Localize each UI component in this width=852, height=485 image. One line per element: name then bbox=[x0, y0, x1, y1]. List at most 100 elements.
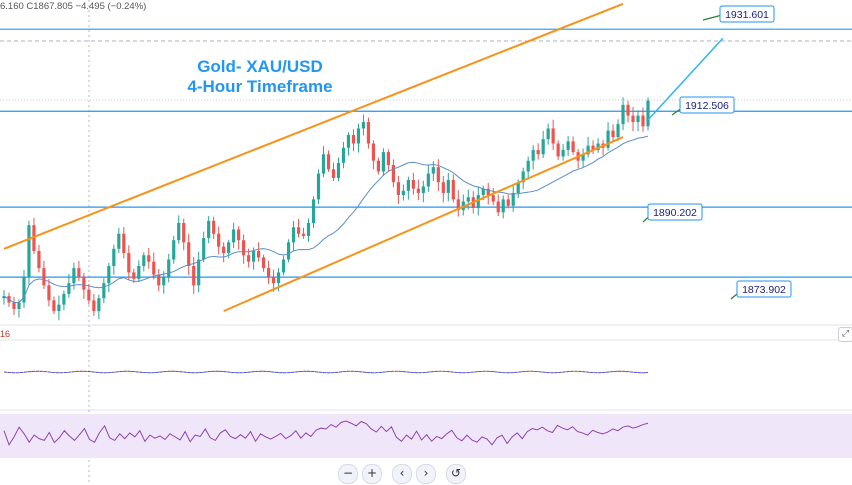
title-line-1: Gold- XAU/USD bbox=[197, 57, 323, 76]
candle-body bbox=[491, 195, 495, 202]
moving-average bbox=[3, 135, 649, 304]
candle-body bbox=[247, 255, 251, 262]
candle-body bbox=[286, 242, 291, 260]
channel-lower-line bbox=[223, 136, 624, 313]
zoom-in-button[interactable]: + bbox=[362, 464, 382, 484]
candle-body bbox=[37, 250, 41, 269]
candle-body bbox=[381, 152, 386, 172]
candle-body bbox=[17, 302, 21, 309]
candle-body bbox=[611, 130, 615, 138]
candle-body bbox=[187, 242, 191, 266]
candle-body bbox=[626, 104, 630, 116]
candle-body bbox=[531, 149, 535, 161]
candle-body bbox=[511, 192, 515, 206]
candle-body bbox=[366, 122, 371, 144]
candle-body bbox=[132, 272, 136, 279]
candle-body bbox=[67, 283, 71, 294]
candle-body bbox=[316, 173, 321, 200]
channel-upper-line bbox=[3, 2, 624, 250]
candle-body bbox=[227, 242, 231, 254]
candle-body bbox=[641, 115, 645, 127]
candle-body bbox=[486, 188, 490, 196]
candle-body bbox=[456, 199, 460, 211]
candle-body bbox=[391, 165, 395, 183]
ma-line bbox=[3, 135, 649, 304]
candle-body bbox=[47, 285, 51, 301]
candle-body bbox=[12, 302, 16, 309]
candle-body bbox=[421, 186, 425, 193]
candle-body bbox=[616, 124, 620, 138]
candle-body bbox=[167, 259, 171, 277]
candle-body bbox=[202, 238, 206, 260]
candle-body bbox=[192, 265, 196, 286]
projection-line bbox=[647, 37, 724, 121]
candle-body bbox=[22, 276, 26, 303]
candle-body bbox=[481, 188, 485, 196]
candle-body bbox=[311, 199, 316, 224]
candle-body bbox=[222, 246, 226, 254]
candle-body bbox=[182, 223, 186, 243]
level-label-box bbox=[679, 96, 735, 114]
candle-body bbox=[27, 225, 31, 277]
candle-body bbox=[301, 233, 306, 236]
candle-body bbox=[87, 289, 91, 301]
candle-body bbox=[331, 169, 336, 178]
candle-body bbox=[466, 197, 470, 202]
candle-body bbox=[77, 268, 81, 277]
reset-chart-button[interactable]: ↺ bbox=[446, 464, 466, 484]
indicator-label: 16 bbox=[0, 329, 11, 339]
candle-body bbox=[232, 229, 236, 243]
candle-body bbox=[361, 122, 366, 129]
macd-line bbox=[3, 370, 649, 374]
scroll-left-button[interactable]: ‹ bbox=[392, 464, 412, 484]
title-line-2: 4-Hour Timeframe bbox=[187, 77, 333, 96]
candle-body bbox=[266, 268, 271, 277]
candle-body bbox=[536, 149, 540, 155]
candle-body bbox=[281, 259, 286, 273]
candle-body bbox=[451, 180, 455, 200]
candle-body bbox=[197, 259, 201, 286]
level-label-text: 1873.902 bbox=[742, 284, 786, 296]
candle-body bbox=[127, 253, 131, 273]
candle-body bbox=[326, 154, 331, 170]
ohlc-header: 6.160 C1867.805 −4.495 (−0.24%) bbox=[0, 1, 147, 12]
candle-body bbox=[257, 250, 261, 258]
candle-body bbox=[566, 141, 570, 150]
candle-body bbox=[476, 195, 480, 208]
level-label-text: 1890.202 bbox=[653, 207, 697, 219]
candle-body bbox=[541, 139, 545, 155]
candle-body bbox=[177, 223, 181, 241]
candle-body bbox=[591, 145, 595, 150]
zoom-out-button[interactable]: − bbox=[338, 464, 358, 484]
macd-pane bbox=[3, 370, 649, 374]
candle-body bbox=[436, 167, 440, 183]
level-labels: 1931.601 1912.506 1890.202 1873.902 bbox=[642, 5, 792, 300]
candle-body bbox=[581, 154, 585, 161]
candle-body bbox=[242, 240, 246, 256]
candle-body bbox=[237, 229, 241, 241]
candle-body bbox=[97, 298, 101, 312]
candle-body bbox=[52, 300, 56, 312]
scroll-right-button[interactable]: › bbox=[416, 464, 436, 484]
candles bbox=[2, 97, 650, 321]
candle-body bbox=[621, 104, 625, 125]
candle-body bbox=[102, 283, 106, 299]
candle-body bbox=[441, 182, 445, 193]
candle-body bbox=[261, 257, 266, 269]
candle-body bbox=[252, 250, 256, 262]
candle-body bbox=[396, 182, 400, 196]
candle-body bbox=[142, 255, 146, 266]
candle-body bbox=[341, 147, 346, 163]
level-label-text: 1931.601 bbox=[725, 9, 769, 21]
candle-body bbox=[321, 154, 326, 174]
candle-body bbox=[346, 134, 351, 148]
price-levels bbox=[0, 28, 852, 278]
auto-scale-button[interactable]: ⤢ bbox=[838, 327, 852, 342]
candle-body bbox=[446, 180, 450, 193]
candle-body bbox=[296, 227, 301, 234]
candle-body bbox=[376, 160, 381, 172]
candle-body bbox=[271, 276, 276, 284]
candle-body bbox=[62, 293, 66, 305]
candle-body bbox=[107, 265, 111, 284]
